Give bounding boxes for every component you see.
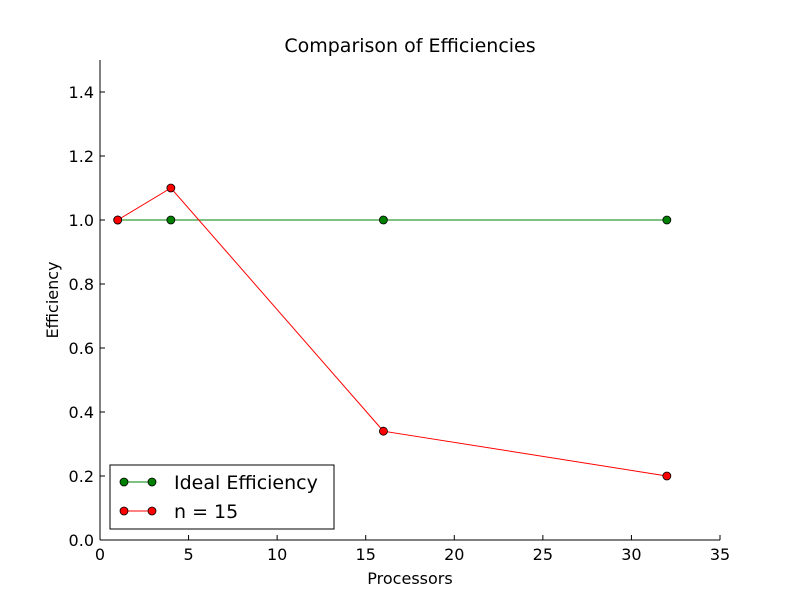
series-1	[113, 183, 672, 481]
y-tick-label: 1.2	[69, 147, 94, 166]
data-point	[166, 215, 176, 225]
legend-marker-n15	[147, 506, 157, 516]
x-tick-label: 35	[710, 545, 730, 564]
x-tick-label: 30	[621, 545, 641, 564]
y-axis-label: Efficiency	[43, 261, 62, 338]
data-point	[113, 215, 123, 225]
data-point	[662, 215, 672, 225]
x-tick-label: 5	[183, 545, 193, 564]
y-tick-label: 1.4	[69, 83, 94, 102]
y-tick-label: 0.6	[69, 339, 94, 358]
x-tick-label: 0	[95, 545, 105, 564]
x-axis-label: Processors	[367, 569, 452, 588]
data-point	[379, 215, 388, 225]
x-tick-label: 25	[533, 545, 553, 564]
legend-label-n15: n = 15	[174, 501, 238, 523]
legend-marker-n15	[119, 506, 129, 516]
data-point	[166, 183, 176, 193]
series-layer	[113, 183, 672, 481]
x-tick-label: 20	[444, 545, 464, 564]
legend-entry-n15: n = 15	[119, 501, 238, 523]
series-0	[113, 215, 672, 225]
legend-label-ideal: Ideal Efficiency	[174, 472, 318, 494]
legend-box	[109, 464, 335, 530]
y-tick-label: 1.0	[69, 211, 94, 230]
y-tick-label: 0.8	[69, 275, 94, 294]
legend-marker-ideal	[119, 477, 129, 487]
y-tick-label: 0.2	[69, 467, 94, 486]
chart-title: Comparison of Efficiencies	[284, 35, 535, 57]
y-tick-label: 0.0	[69, 531, 94, 550]
y-ticks: 0.0 0.2 0.4 0.6 0.8 1.0 1.2 1.4	[69, 83, 105, 550]
series-line	[117, 187, 667, 477]
y-tick-label: 0.4	[69, 403, 94, 422]
axes	[99, 60, 720, 541]
data-point	[662, 471, 672, 481]
x-tick-label: 10	[267, 545, 287, 564]
legend-marker-ideal	[147, 477, 157, 487]
data-point	[379, 426, 388, 436]
x-tick-label: 15	[356, 545, 376, 564]
legend: Ideal Efficiency n = 15	[109, 464, 335, 530]
legend-entry-ideal: Ideal Efficiency	[119, 472, 318, 494]
x-ticks: 0 5 10 15 20 25 30 35	[95, 535, 730, 564]
